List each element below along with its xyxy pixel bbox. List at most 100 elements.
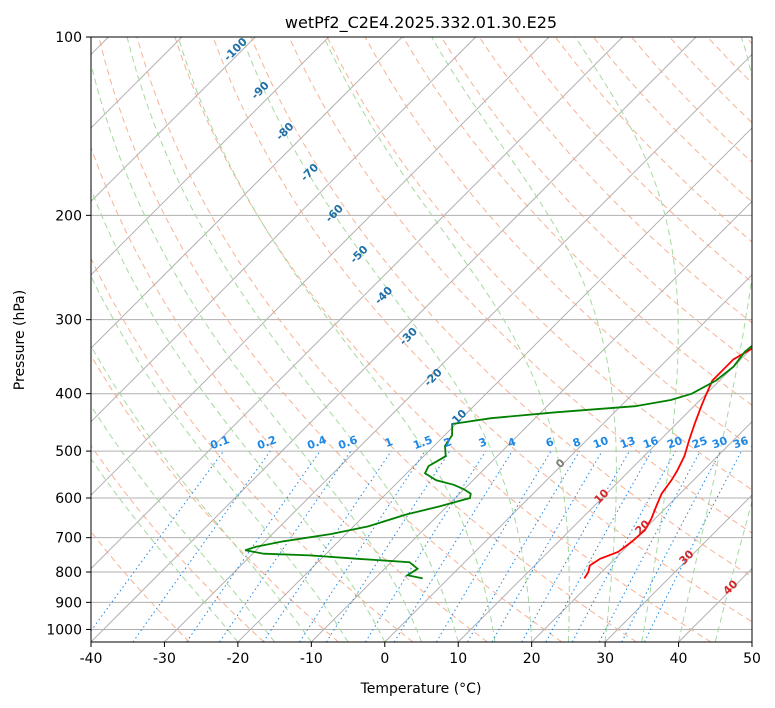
moist-adiabat-line (91, 404, 276, 642)
dry-adiabat-line (745, 37, 752, 45)
x-tick-label: 10 (449, 651, 467, 667)
isotherm-line (91, 37, 697, 642)
isotherm-line (91, 37, 403, 349)
dry-adiabat-line (402, 37, 752, 406)
moist-adiabat-label: 40 (721, 577, 741, 597)
mixing-ratio-line (299, 450, 426, 642)
mixing-ratio-line (262, 450, 392, 642)
dry-adiabat-line (174, 37, 712, 642)
mixing-ratio-line (91, 450, 225, 632)
dry-adiabat-line (288, 37, 752, 534)
dry-adiabat-label: -40 (372, 284, 395, 307)
moist-adiabat-line (126, 37, 459, 642)
mixing-ratio-label: 2 (442, 435, 454, 450)
mixing-ratio-line (365, 450, 487, 642)
dry-adiabat-line (91, 444, 265, 642)
chart-title: wetPf2_C2E4.2025.332.01.30.E25 (285, 13, 557, 33)
mixing-ratio-line (435, 450, 552, 642)
y-tick-label: 400 (55, 387, 82, 403)
mixing-ratio-line (219, 450, 352, 642)
mixing-ratio-line (186, 450, 321, 642)
moist-adiabat-line (91, 187, 386, 642)
isotherm-line (310, 200, 752, 642)
moist-adiabat-label: 10 (592, 486, 612, 506)
moist-adiabat-line (678, 37, 752, 642)
mixing-ratio-label: 8 (571, 435, 583, 450)
y-axis-label: Pressure (hPa) (12, 290, 28, 390)
moist-adiabat-line (91, 345, 312, 642)
isotherm-line (751, 641, 752, 642)
mixing-ratio-label: 36 (731, 434, 750, 452)
dry-adiabat-label: -10 (446, 407, 469, 430)
x-tick-label: 40 (670, 651, 688, 667)
dry-adiabat-label: -20 (422, 366, 445, 389)
x-tick-label: 0 (380, 651, 389, 667)
mixing-ratio-label: 16 (641, 434, 660, 452)
mixing-ratio-line (132, 450, 271, 642)
mixing-ratio-line (571, 450, 677, 642)
moist-adiabat-line (91, 61, 422, 642)
y-tick-label: 700 (55, 531, 82, 547)
moist-adiabat-line (91, 458, 239, 642)
x-tick-label: -20 (226, 651, 249, 667)
y-tick-label: 300 (55, 313, 82, 329)
x-tick-label: -40 (80, 651, 103, 667)
data-lines (244, 344, 752, 580)
axes: -40 -30 -20 -10 0 10 20 30 40 5010020030040050060… (46, 30, 761, 667)
moist-adiabat-line (714, 499, 752, 642)
x-tick-label: 20 (523, 651, 541, 667)
moist-adiabat-line (574, 37, 679, 642)
dry-adiabat-line (364, 37, 752, 448)
isotherm-line (457, 347, 752, 642)
mixing-ratio-line (466, 450, 580, 642)
dry-adiabat-line (91, 145, 488, 642)
y-tick-label: 500 (55, 444, 82, 460)
mixing-ratio-label: 1.5 (411, 433, 434, 452)
dry-adiabat-line (326, 37, 752, 491)
isotherm-line (91, 37, 330, 276)
x-tick-label: 50 (743, 651, 761, 667)
dry-adiabat-line (91, 530, 190, 642)
moist-adiabat-line (241, 37, 533, 642)
mixing-ratio-line (393, 450, 513, 642)
isotherm-line (384, 274, 752, 642)
isotherm-line (91, 37, 256, 203)
isotherm-line (91, 37, 477, 423)
mixing-ratio-label: 4 (506, 435, 518, 450)
mixing-ratio-label: 0.1 (208, 433, 231, 452)
dry-adiabat-line (212, 37, 752, 623)
mixing-ratio-label: 0.2 (255, 433, 278, 452)
dry-adiabat-line (98, 37, 563, 642)
dry-adiabat-line (516, 37, 752, 283)
isotherm-line (91, 37, 550, 496)
moist-adiabat-line (91, 275, 349, 642)
x-axis-label: Temperature (°C) (360, 681, 482, 697)
mixing-ratio-line (598, 450, 701, 642)
dry-adiabat-line (91, 257, 414, 642)
y-tick-label: 100 (55, 30, 82, 46)
x-tick-label: -30 (153, 651, 176, 667)
dry-adiabat-label: -70 (298, 161, 321, 184)
dewpoint-line (244, 344, 752, 580)
dry-adiabat-line (554, 37, 752, 243)
y-tick-label: 800 (55, 565, 82, 581)
mixing-ratio-label: 3 (477, 435, 489, 450)
mixing-ratio-label: 1 (383, 435, 395, 450)
y-tick-label: 1000 (46, 622, 82, 638)
dry-adiabat-label: -100 (221, 35, 250, 64)
mixing-ratio-label: 0.4 (305, 433, 328, 452)
mixing-ratio-label: 13 (618, 434, 637, 451)
isotherm-line (164, 53, 752, 642)
dry-adiabat-line (707, 37, 752, 84)
mixing-ratio-label: 6 (544, 435, 556, 450)
dry-adiabat-line (250, 37, 752, 578)
moist-adiabat-line (431, 37, 617, 642)
temperature-line (583, 347, 752, 579)
dry-adiabat-line (440, 37, 752, 365)
moist-adiabat-label: 0 (553, 456, 568, 471)
moist-adiabat-line (177, 37, 496, 642)
mixing-ratio-line (325, 450, 451, 642)
x-tick-label: 30 (596, 651, 614, 667)
mixing-ratio-label: 30 (710, 434, 729, 452)
